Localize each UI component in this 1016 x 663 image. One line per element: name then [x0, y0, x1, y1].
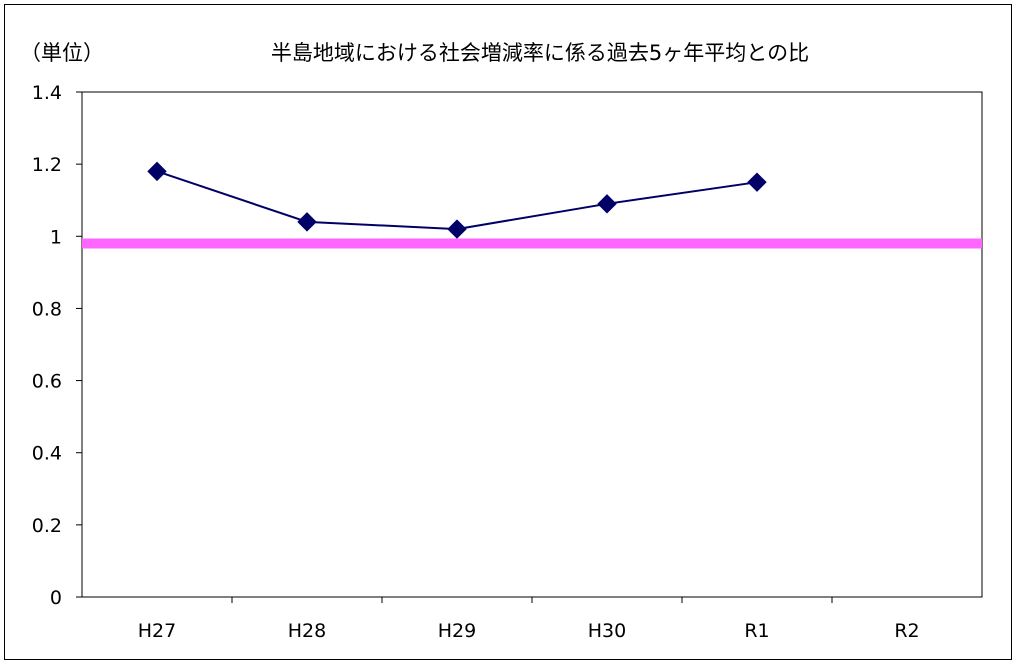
y-tick-label: 0.8	[32, 298, 62, 320]
unit-label: （単位）	[20, 41, 104, 65]
y-axis: 0 0.2 0.4 0.6 0.8 1 1.2 1.4	[32, 82, 82, 609]
x-axis: H27 H28 H29 H30 R1 R2	[138, 597, 920, 642]
chart-title: 半島地域における社会増減率に係る過去5ヶ年平均との比	[271, 41, 809, 65]
y-tick-label: 1.2	[32, 154, 62, 176]
y-tick-label: 1.4	[32, 82, 62, 104]
y-tick-label: 0.4	[32, 443, 62, 465]
y-tick-label: 0	[50, 587, 62, 609]
data-point-marker	[597, 194, 617, 214]
data-point-marker	[297, 212, 317, 232]
y-tick-label: 0.2	[32, 515, 62, 537]
x-tick-label: H30	[588, 620, 626, 642]
y-tick-label: 1	[50, 226, 62, 248]
x-tick-label: R2	[894, 620, 919, 642]
plot-area	[81, 91, 983, 598]
data-point-marker	[147, 161, 167, 182]
data-point-marker	[747, 172, 767, 192]
x-tick-label: H28	[288, 620, 326, 642]
chart-frame	[4, 4, 1012, 660]
x-tick-label: H29	[438, 620, 476, 642]
series-group	[147, 161, 767, 239]
y-tick-label: 0.6	[32, 371, 62, 393]
data-point-marker	[447, 219, 467, 239]
x-tick-label: H27	[138, 620, 176, 642]
x-tick-label: R1	[744, 620, 769, 642]
